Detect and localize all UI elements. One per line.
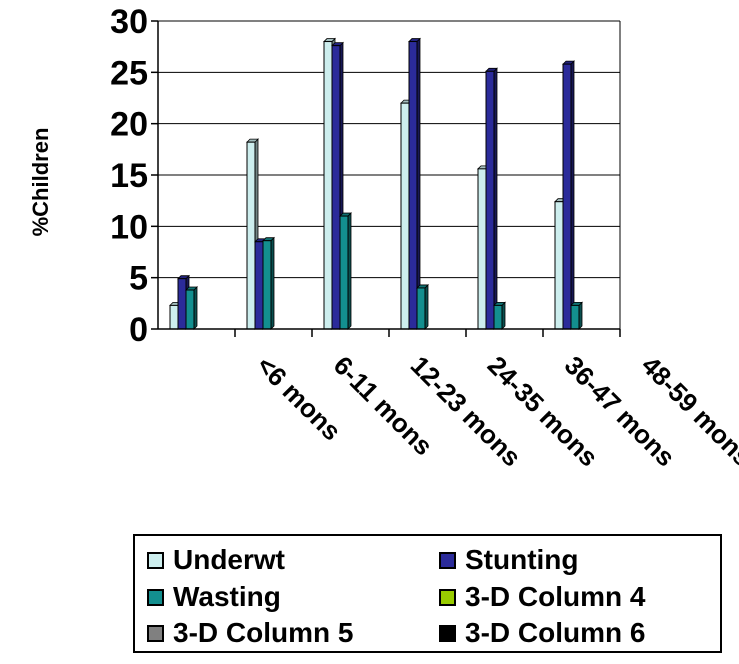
legend: Underwt Stunting Wasting 3-D Column 4 3-… xyxy=(133,534,722,653)
legend-item-3d-column-4: 3-D Column 4 xyxy=(439,580,645,614)
bar-front xyxy=(408,41,418,330)
legend-label: Underwt xyxy=(173,544,285,575)
bar-front xyxy=(177,278,187,330)
y-tick-label: 20 xyxy=(110,106,148,144)
gridlines xyxy=(158,20,620,279)
legend-item-wasting: Wasting xyxy=(147,580,281,614)
bar xyxy=(562,60,575,330)
bar xyxy=(485,67,498,330)
bar xyxy=(262,236,275,330)
legend-swatch xyxy=(439,624,456,642)
y-tick-label: 25 xyxy=(110,54,148,92)
bar-front xyxy=(416,287,426,330)
bar-front xyxy=(400,102,410,330)
bar-front xyxy=(485,70,495,330)
y-tick-label: 0 xyxy=(129,311,148,349)
legend-swatch xyxy=(147,551,164,569)
y-axis-label: %Children xyxy=(28,128,53,237)
y-tick-label: 5 xyxy=(129,260,148,298)
bar-front xyxy=(554,201,564,330)
bar-front xyxy=(477,168,487,330)
bar-front xyxy=(570,304,580,330)
bar xyxy=(408,37,421,330)
bar-front xyxy=(185,289,195,330)
bar-front xyxy=(493,304,503,330)
legend-label: 3-D Column 5 xyxy=(173,617,354,648)
bar xyxy=(416,283,429,330)
bar xyxy=(185,286,198,330)
bar xyxy=(339,212,352,330)
legend-item-underwt: Underwt xyxy=(147,543,285,577)
bar xyxy=(570,301,583,330)
bar-front xyxy=(169,304,179,330)
y-tick-label: 30 xyxy=(110,3,148,41)
legend-label: Wasting xyxy=(173,581,281,612)
legend-label: 3-D Column 6 xyxy=(465,617,646,648)
legend-label: Stunting xyxy=(465,544,579,575)
bar-front xyxy=(246,141,256,330)
y-tick-label: 10 xyxy=(110,208,148,246)
bar-front xyxy=(254,241,264,330)
bar-front xyxy=(331,45,341,330)
bar-front xyxy=(323,41,333,330)
y-tick-label: 15 xyxy=(110,157,148,195)
legend-swatch xyxy=(439,551,456,569)
x-tick-label: <6 mons xyxy=(251,350,347,446)
legend-item-stunting: Stunting xyxy=(439,543,579,577)
legend-item-3d-column-5: 3-D Column 5 xyxy=(147,616,353,650)
bar-front xyxy=(562,63,572,330)
legend-swatch xyxy=(439,588,456,606)
legend-swatch xyxy=(147,624,164,642)
bar-front xyxy=(339,215,349,330)
bar-front xyxy=(262,240,272,330)
legend-swatch xyxy=(147,588,164,606)
bars xyxy=(169,37,583,330)
bar xyxy=(493,301,506,330)
legend-item-3d-column-6: 3-D Column 6 xyxy=(439,616,645,650)
legend-label: 3-D Column 4 xyxy=(465,581,646,612)
